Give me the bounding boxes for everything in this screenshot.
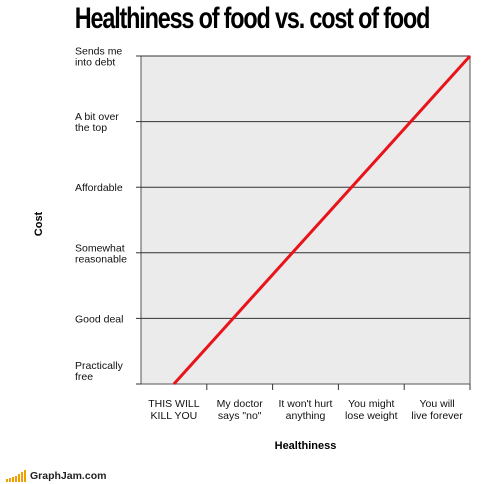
x-tick-label: My doctor says "no": [217, 398, 264, 422]
graphjam-logo-icon: [6, 470, 26, 482]
y-axis-label: Cost: [33, 211, 45, 236]
graphjam-watermark: GraphJam.com: [6, 468, 106, 482]
y-tick-label: Practically free: [75, 360, 124, 383]
series-line: [172, 54, 472, 386]
y-tick-label: Affordable: [75, 182, 123, 194]
x-tick-label: It won't hurt anything: [279, 398, 333, 422]
y-tick-label: Sends me into debt: [75, 46, 122, 69]
y-tick-label: A bit over the top: [75, 111, 119, 134]
plot-area: [140, 55, 471, 385]
chart-title: Healthiness of food vs. cost of food: [74, 2, 431, 35]
x-tick-label: THIS WILL KILL YOU: [148, 398, 200, 422]
y-tick-label: Somewhat reasonable: [75, 242, 127, 265]
y-tick-label: Good deal: [75, 313, 123, 325]
watermark-text: GraphJam.com: [30, 470, 107, 482]
x-tick-label: You will live forever: [411, 398, 463, 422]
x-axis-label: Healthiness: [275, 440, 337, 452]
x-tick-label: You might lose weight: [345, 398, 398, 422]
